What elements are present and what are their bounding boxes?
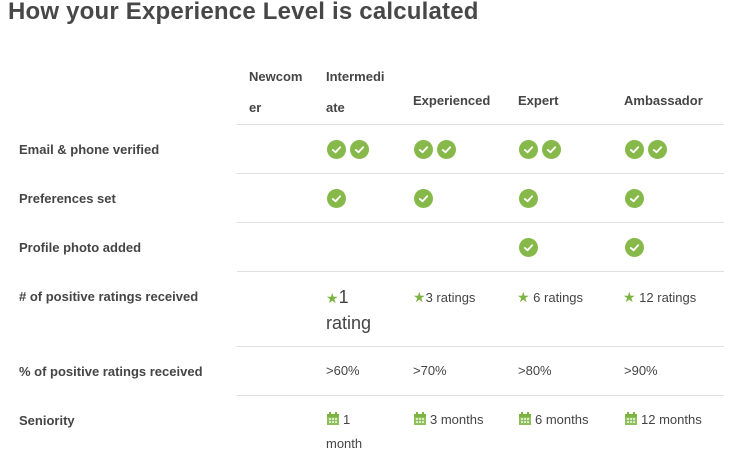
divider xyxy=(237,222,724,223)
row-label-profile-photo: Profile photo added xyxy=(19,240,142,255)
column-header-intermediate: Intermedi ate xyxy=(326,69,385,115)
check-photo-ambassador xyxy=(625,238,644,257)
page-title: How your Experience Level is calculated xyxy=(8,0,479,25)
check-group-ambassador xyxy=(625,140,667,159)
percent-experienced: >70% xyxy=(413,363,447,378)
check-group-experienced xyxy=(414,140,456,159)
check-circle-icon xyxy=(519,189,538,208)
column-header-experienced: Experienced xyxy=(413,93,491,108)
calendar-icon xyxy=(625,412,637,425)
divider xyxy=(237,395,724,396)
divider xyxy=(237,124,724,125)
row-label-ratings-count: # of positive ratings received xyxy=(19,289,199,304)
ratings-ambassador: ★ 12 ratings xyxy=(623,289,697,305)
check-circle-icon xyxy=(625,189,644,208)
calendar-icon xyxy=(519,412,531,425)
check-circle-icon xyxy=(519,140,538,159)
check-circle-icon xyxy=(625,238,644,257)
seniority-intermediate: 1 month xyxy=(326,412,363,451)
ratings-experienced: ★3 ratings xyxy=(413,289,476,305)
check-preferences-expert xyxy=(519,189,538,208)
seniority-expert: 6 months xyxy=(518,408,588,432)
check-preferences-experienced xyxy=(414,189,433,208)
divider xyxy=(237,346,724,347)
check-circle-icon xyxy=(350,140,369,159)
check-photo-expert xyxy=(519,238,538,257)
row-label-email-phone: Email & phone verified xyxy=(19,142,160,157)
column-header-newcomer: Newcom er xyxy=(249,69,303,115)
check-preferences-ambassador xyxy=(625,189,644,208)
check-group-intermediate xyxy=(327,140,369,159)
check-circle-icon xyxy=(542,140,561,159)
check-circle-icon xyxy=(414,140,433,159)
divider xyxy=(237,271,724,272)
ratings-expert: ★ 6 ratings xyxy=(517,289,584,305)
calendar-icon xyxy=(327,412,339,425)
check-circle-icon xyxy=(437,140,456,159)
row-label-ratings-percent: % of positive ratings received xyxy=(19,364,203,379)
divider xyxy=(237,173,724,174)
check-group-expert xyxy=(519,140,561,159)
star-icon: ★ xyxy=(413,289,426,305)
ratings-intermediate: ★1 rating xyxy=(326,287,372,333)
check-circle-icon xyxy=(519,238,538,257)
check-circle-icon xyxy=(327,189,346,208)
seniority-experienced: 3 months xyxy=(413,408,483,432)
star-icon: ★ xyxy=(517,289,530,305)
percent-intermediate: >60% xyxy=(326,363,360,378)
column-header-expert: Expert xyxy=(518,93,559,108)
percent-expert: >80% xyxy=(518,363,552,378)
row-label-seniority: Seniority xyxy=(19,413,75,428)
check-circle-icon xyxy=(327,140,346,159)
check-circle-icon xyxy=(625,140,644,159)
row-label-preferences: Preferences set xyxy=(19,191,116,206)
check-circle-icon xyxy=(414,189,433,208)
star-icon: ★ xyxy=(623,289,636,305)
check-circle-icon xyxy=(648,140,667,159)
seniority-ambassador: 12 months xyxy=(624,408,702,432)
percent-ambassador: >90% xyxy=(624,363,658,378)
star-icon: ★ xyxy=(326,290,339,306)
column-header-ambassador: Ambassador xyxy=(624,93,703,108)
calendar-icon xyxy=(414,412,426,425)
check-preferences-intermediate xyxy=(327,189,346,208)
